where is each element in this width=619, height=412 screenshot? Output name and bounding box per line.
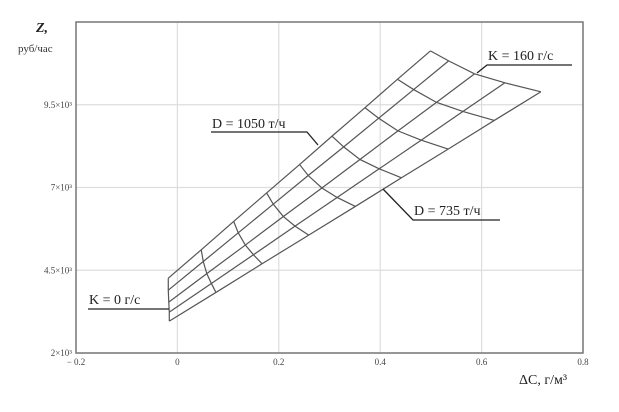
y-tick-label: 4.5×10³: [44, 265, 72, 275]
annotation-d1050: D = 1050 т/ч: [211, 117, 319, 146]
k-line: [331, 135, 402, 179]
k-line: [167, 278, 170, 322]
d-line: [167, 50, 431, 279]
annotation-k160: K = 160 г/с: [476, 49, 572, 74]
x-tick-label: 0.6: [476, 357, 488, 367]
y-tick-label: 2×10³: [51, 348, 73, 358]
y-axis-label: Z,: [35, 21, 48, 36]
annotation-k0: K = 0 г/с: [88, 293, 169, 310]
k-line: [299, 164, 356, 207]
y-axis-unit: руб/час: [18, 43, 53, 55]
x-axis-label: ΔC, г/м³: [519, 373, 567, 388]
annotation-d735-text: D = 735 т/ч: [414, 204, 481, 219]
x-tick-label: 0.4: [375, 357, 387, 367]
k-line: [430, 50, 542, 93]
y-tick-label: 9.5×10³: [44, 100, 72, 110]
grid: [75, 22, 584, 354]
annotation-k160-text: K = 160 г/с: [488, 49, 553, 64]
annotation-k0-text: K = 0 г/с: [89, 293, 140, 308]
k-line: [364, 107, 449, 150]
k-line: [397, 78, 495, 122]
annotation-d1050-text: D = 1050 т/ч: [212, 117, 286, 132]
plot-frame: [75, 21, 584, 354]
x-tick-label: 0.2: [273, 357, 284, 367]
k-line: [233, 221, 263, 265]
x-tick-label: − 0.2: [67, 357, 86, 367]
annotation-d735: D = 735 т/ч: [382, 188, 500, 221]
y-tick-label: 7×10³: [51, 183, 73, 193]
ticks: − 0.2 0 0.2 0.4 0.6 0.8 2×10³ 4.5×10³ 7×10³ 9.5×1…: [44, 100, 589, 367]
x-tick-label: 0.8: [577, 357, 589, 367]
mesh: [167, 50, 542, 322]
k-line: [200, 249, 217, 293]
x-tick-label: 0: [175, 357, 180, 367]
k-line: [266, 192, 310, 236]
